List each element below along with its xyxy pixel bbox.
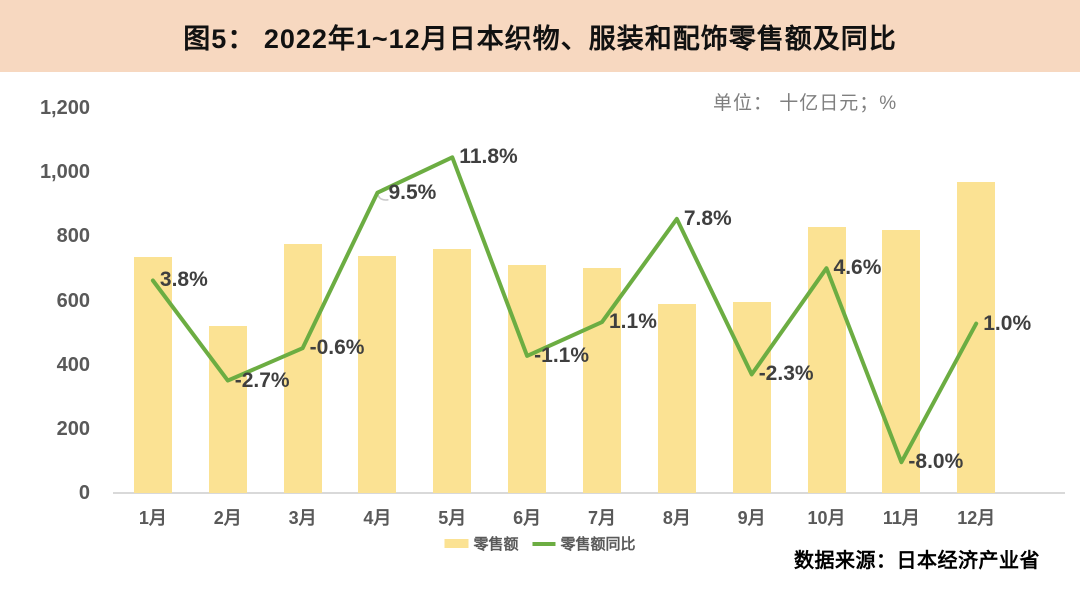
label-leader-line xyxy=(377,193,389,201)
x-axis-line xyxy=(113,492,1065,494)
yoy-point-label: -8.0% xyxy=(908,450,964,474)
legend-label-sales: 零售额 xyxy=(473,536,519,553)
y-axis-tick-label: 800 xyxy=(56,225,90,248)
legend-item-sales: 零售额 xyxy=(444,533,519,554)
sales-bar xyxy=(508,265,547,493)
x-axis-month-label: 2月 xyxy=(213,508,242,528)
y-axis-tick-label: 600 xyxy=(56,289,90,312)
y-axis-tick-label: 1,000 xyxy=(39,161,90,184)
yoy-point-label: 4.6% xyxy=(833,256,882,280)
sales-bar xyxy=(957,181,996,493)
x-axis-month-label: 4月 xyxy=(363,508,392,528)
yoy-point-label: 11.8% xyxy=(459,145,518,169)
x-axis-month-label: 10月 xyxy=(807,508,846,528)
legend-item-yoy: 零售额同比 xyxy=(532,533,636,554)
x-axis-month-label: 8月 xyxy=(662,508,691,528)
sales-bar xyxy=(358,255,397,493)
chart-legend: 零售额 零售额同比 xyxy=(444,533,636,554)
sales-bar xyxy=(657,303,696,493)
x-axis-month-label: 12月 xyxy=(957,508,996,528)
x-axis-month-label: 1月 xyxy=(138,508,167,528)
yoy-point-label: -2.7% xyxy=(234,368,290,392)
x-axis-month-label: 11月 xyxy=(882,508,920,528)
yoy-line xyxy=(150,155,979,465)
x-axis-month-label: 9月 xyxy=(737,508,766,528)
sales-bar xyxy=(583,268,621,493)
sales-bar xyxy=(133,257,172,493)
figure-title: 图5： 2022年1~12月日本织物、服装和配饰零售额及同比 xyxy=(183,23,897,54)
yoy-point-label: 7.8% xyxy=(683,206,732,230)
sales-bar xyxy=(208,326,247,493)
sales-bar xyxy=(732,302,771,493)
y-axis-tick-label: 200 xyxy=(56,417,90,440)
bar-swatch-icon xyxy=(444,539,469,548)
yoy-point-label: 1.1% xyxy=(609,310,657,334)
yoy-point-label: 9.5% xyxy=(388,180,437,204)
x-axis-month-label: 5月 xyxy=(438,508,467,528)
y-axis-tick-label: 400 xyxy=(56,353,90,376)
y-axis-tick-label: 1,200 xyxy=(39,97,90,119)
y-axis-tick-label: 0 xyxy=(78,482,90,504)
line-swatch-icon xyxy=(532,541,556,546)
sales-bar xyxy=(433,249,472,493)
figure-header: 图5： 2022年1~12月日本织物、服装和配饰零售额及同比 xyxy=(0,0,1080,72)
x-axis-month-label: 3月 xyxy=(288,508,317,528)
x-axis-month-label: 7月 xyxy=(587,508,616,528)
yoy-point-label: 3.8% xyxy=(159,268,208,292)
legend-label-yoy: 零售额同比 xyxy=(560,536,636,553)
yoy-point-label: 1.0% xyxy=(983,311,1032,335)
x-axis-month-label: 6月 xyxy=(513,508,542,528)
yoy-point-label: -0.6% xyxy=(309,336,365,360)
data-source: 数据来源：日本经济产业省 xyxy=(794,550,1040,572)
yoy-point-label: -1.1% xyxy=(534,343,589,367)
yoy-point-label: -2.3% xyxy=(758,362,814,386)
unit-label: 单位： 十亿日元；% xyxy=(713,93,898,114)
